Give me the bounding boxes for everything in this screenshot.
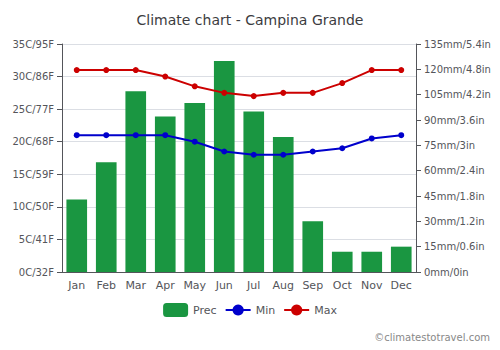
svg-text:20C/68F: 20C/68F <box>12 136 54 147</box>
svg-text:45mm/1.8in: 45mm/1.8in <box>424 191 485 202</box>
svg-text:Oct: Oct <box>333 279 353 292</box>
svg-text:Jun: Jun <box>215 279 233 292</box>
svg-text:15mm/0.6in: 15mm/0.6in <box>424 241 485 252</box>
svg-text:Sep: Sep <box>302 279 323 292</box>
svg-text:135mm/5.4in: 135mm/5.4in <box>424 39 491 50</box>
svg-text:Prec: Prec <box>193 304 217 317</box>
svg-text:25C/77F: 25C/77F <box>12 104 54 115</box>
svg-text:Jan: Jan <box>67 279 85 292</box>
svg-text:Min: Min <box>256 304 276 317</box>
svg-text:120mm/4.8in: 120mm/4.8in <box>424 64 491 75</box>
svg-text:5C/41F: 5C/41F <box>19 234 54 245</box>
svg-text:Apr: Apr <box>156 279 176 292</box>
svg-text:0mm/0in: 0mm/0in <box>424 267 469 278</box>
svg-text:Nov: Nov <box>361 279 383 292</box>
svg-text:10C/50F: 10C/50F <box>12 201 54 212</box>
svg-text:90mm/3.6in: 90mm/3.6in <box>424 115 485 126</box>
svg-text:15C/59F: 15C/59F <box>12 169 54 180</box>
svg-text:Aug: Aug <box>273 279 294 292</box>
svg-text:May: May <box>183 279 206 292</box>
svg-text:Dec: Dec <box>391 279 412 292</box>
svg-text:Mar: Mar <box>125 279 146 292</box>
svg-text:30mm/1.2in: 30mm/1.2in <box>424 216 485 227</box>
svg-text:30C/86F: 30C/86F <box>12 71 54 82</box>
svg-text:105mm/4.2in: 105mm/4.2in <box>424 89 491 100</box>
svg-text:35C/95F: 35C/95F <box>12 39 54 50</box>
svg-text:75mm/3in: 75mm/3in <box>424 140 475 151</box>
svg-text:Feb: Feb <box>97 279 116 292</box>
svg-text:0C/32F: 0C/32F <box>19 267 54 278</box>
svg-text:Climate chart - Campina Grande: Climate chart - Campina Grande <box>137 12 364 28</box>
svg-text:60mm/2.4in: 60mm/2.4in <box>424 165 485 176</box>
svg-text:Jul: Jul <box>246 279 260 292</box>
svg-text:Max: Max <box>314 304 337 317</box>
svg-text:©climatestotravel.com: ©climatestotravel.com <box>374 332 490 343</box>
